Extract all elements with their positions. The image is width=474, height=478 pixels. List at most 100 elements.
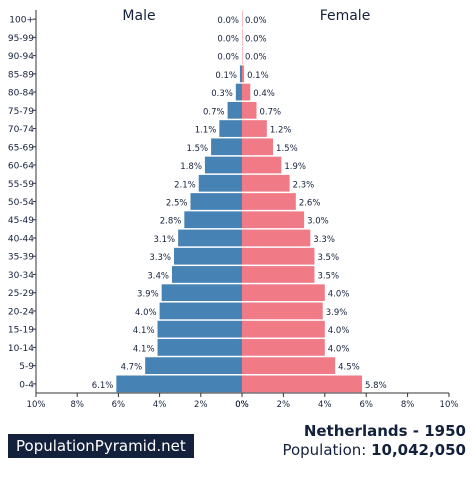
x-tick-label-right: 8% xyxy=(401,400,415,410)
male-value-label: 0.0% xyxy=(217,34,239,44)
male-value-label: 0.0% xyxy=(217,16,239,26)
x-tick-label-left: 4% xyxy=(153,400,167,410)
female-value-label: 5.8% xyxy=(365,381,387,391)
age-group-label: 25-29 xyxy=(8,289,34,299)
age-group-label: 100+ xyxy=(9,16,34,26)
female-value-label: 0.1% xyxy=(247,71,269,81)
male-bar xyxy=(239,65,242,83)
female-bar xyxy=(242,229,311,247)
female-bar xyxy=(242,28,243,46)
male-bar xyxy=(184,211,242,229)
male-value-label: 4.1% xyxy=(133,344,155,354)
age-group-label: 35-39 xyxy=(8,253,34,263)
male-bar xyxy=(161,284,242,302)
age-group-label: 65-69 xyxy=(8,143,34,153)
age-group-label: 90-94 xyxy=(8,52,34,62)
series-label-male: Male xyxy=(122,8,155,24)
age-group-label: 20-24 xyxy=(8,307,34,317)
male-value-label: 2.1% xyxy=(174,180,196,190)
population-total: Population: 10,042,050 xyxy=(282,441,466,459)
female-bar xyxy=(242,320,325,338)
female-bar xyxy=(242,174,290,192)
site-logo[interactable]: PopulationPyramid.net xyxy=(8,434,194,458)
male-bar xyxy=(204,156,242,174)
female-value-label: 2.6% xyxy=(299,199,321,209)
age-group-label: 85-89 xyxy=(8,70,34,80)
x-tick-label-left: 0% xyxy=(235,400,249,410)
male-value-label: 4.1% xyxy=(133,326,155,336)
age-group-label: 95-99 xyxy=(8,34,34,44)
male-bar xyxy=(145,357,242,375)
male-value-label: 6.1% xyxy=(92,381,114,391)
male-value-label: 4.7% xyxy=(121,363,143,373)
female-bar xyxy=(242,156,282,174)
male-bar xyxy=(235,83,242,101)
age-group-label: 70-74 xyxy=(8,125,34,135)
female-bar xyxy=(242,120,267,137)
age-group-label: 0-4 xyxy=(19,380,34,390)
male-bar xyxy=(190,193,242,210)
female-bar xyxy=(242,247,315,265)
male-bar xyxy=(227,101,242,119)
age-group-label: 45-49 xyxy=(8,216,34,226)
female-value-label: 4.0% xyxy=(328,290,350,300)
male-value-label: 4.0% xyxy=(135,308,157,318)
female-value-label: 1.5% xyxy=(276,144,298,154)
female-bar xyxy=(242,375,363,393)
female-bar xyxy=(242,138,274,156)
age-group-label: 75-79 xyxy=(8,107,34,117)
x-tick-label-right: 2% xyxy=(277,400,291,410)
female-value-label: 3.5% xyxy=(317,271,339,281)
male-value-label: 2.5% xyxy=(166,199,188,209)
age-group-label: 60-64 xyxy=(8,162,34,172)
female-value-label: 1.9% xyxy=(284,162,306,172)
female-value-label: 3.0% xyxy=(307,217,329,227)
female-value-label: 4.0% xyxy=(328,326,350,336)
male-bar xyxy=(198,174,242,192)
population-pyramid-chart: Male Female 100+ 0.0% 0.0% 95-99 0.0% 0.0% 90-94… xyxy=(8,8,459,410)
male-value-label: 0.0% xyxy=(217,53,239,63)
female-value-label: 1.2% xyxy=(270,126,292,136)
male-value-label: 1.8% xyxy=(180,162,202,172)
x-tick-label-left: 2% xyxy=(194,400,208,410)
male-value-label: 3.9% xyxy=(137,290,159,300)
female-bar xyxy=(242,193,296,210)
age-group-label: 50-54 xyxy=(8,198,34,208)
female-value-label: 0.7% xyxy=(259,107,281,117)
age-group-label: 10-14 xyxy=(8,344,34,354)
age-group-label: 40-44 xyxy=(8,234,34,244)
female-bar xyxy=(242,10,243,28)
female-bar xyxy=(242,47,243,64)
male-value-label: 1.1% xyxy=(195,126,217,136)
female-bar xyxy=(242,266,315,283)
male-bar xyxy=(157,339,242,356)
country-year-title: Netherlands - 1950 xyxy=(303,422,466,440)
male-bar xyxy=(159,302,242,320)
population-value: 10,042,050 xyxy=(371,441,466,459)
male-bar xyxy=(211,138,242,156)
x-tick-label-right: 6% xyxy=(359,400,373,410)
male-bar xyxy=(174,247,242,265)
x-tick-label-right: 4% xyxy=(318,400,332,410)
female-bar xyxy=(242,302,323,320)
x-tick-label-right: 10% xyxy=(440,400,459,410)
female-value-label: 3.9% xyxy=(326,308,348,318)
male-bar xyxy=(219,120,242,137)
male-value-label: 3.1% xyxy=(154,235,176,245)
female-value-label: 0.0% xyxy=(245,34,267,44)
male-value-label: 0.1% xyxy=(215,71,237,81)
male-value-label: 1.5% xyxy=(186,144,208,154)
age-group-label: 30-34 xyxy=(8,271,34,281)
female-value-label: 4.5% xyxy=(338,363,360,373)
female-value-label: 3.3% xyxy=(313,235,335,245)
male-value-label: 0.3% xyxy=(211,89,233,99)
female-bar xyxy=(242,339,325,356)
female-value-label: 4.0% xyxy=(328,344,350,354)
male-value-label: 0.7% xyxy=(203,107,225,117)
female-value-label: 2.3% xyxy=(293,180,315,190)
population-label: Population: xyxy=(282,441,372,459)
x-tick-label-left: 8% xyxy=(70,400,84,410)
female-value-label: 0.4% xyxy=(253,89,275,99)
female-bar xyxy=(242,101,257,119)
female-bar xyxy=(242,284,325,302)
